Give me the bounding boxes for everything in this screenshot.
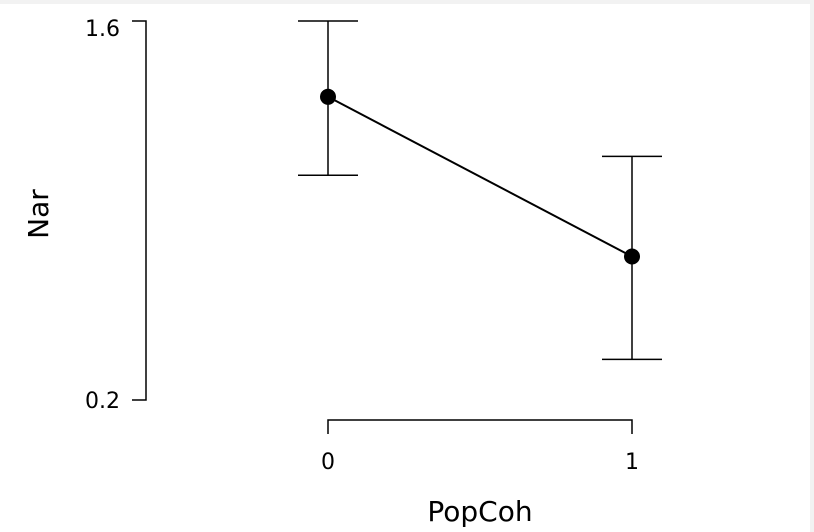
y-axis-title: Nar [22,189,55,239]
x-tick-label: 0 [321,450,335,475]
data-point [320,88,336,105]
x-tick-label: 1 [625,450,639,475]
line-chart: 1.6 0.2 0 1 PopCoh Nar [22,17,662,528]
y-tick-label: 1.6 [85,17,120,42]
x-axis-title: PopCoh [427,495,532,528]
chart-canvas: 1.6 0.2 0 1 PopCoh Nar [0,4,810,532]
y-tick-label: 0.2 [85,389,120,414]
y-axis [132,20,147,401]
data-point [624,248,640,265]
series-marks [298,20,662,361]
x-axis [327,419,633,434]
series-line [327,95,633,258]
